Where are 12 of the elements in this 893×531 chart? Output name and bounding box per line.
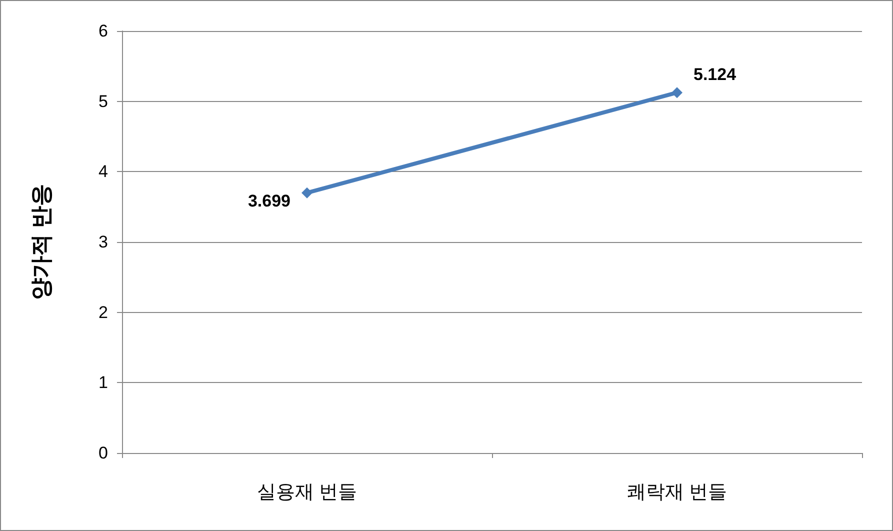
y-tick-label: 5 [98,92,108,111]
y-tick-label: 2 [98,302,108,322]
y-tick-label: 1 [98,373,108,392]
y-tick-label: 3 [98,232,108,252]
y-axis-title: 양가적 반응 [28,184,54,300]
x-tick-label: 쾌락재 번들 [626,482,728,503]
data-label: 5.124 [694,65,737,84]
x-tick-label: 실용재 번들 [256,482,358,503]
y-tick-label: 6 [98,22,108,40]
data-label: 3.699 [248,191,290,210]
y-tick-label: 4 [98,162,108,182]
y-tick-label: 0 [98,444,108,462]
